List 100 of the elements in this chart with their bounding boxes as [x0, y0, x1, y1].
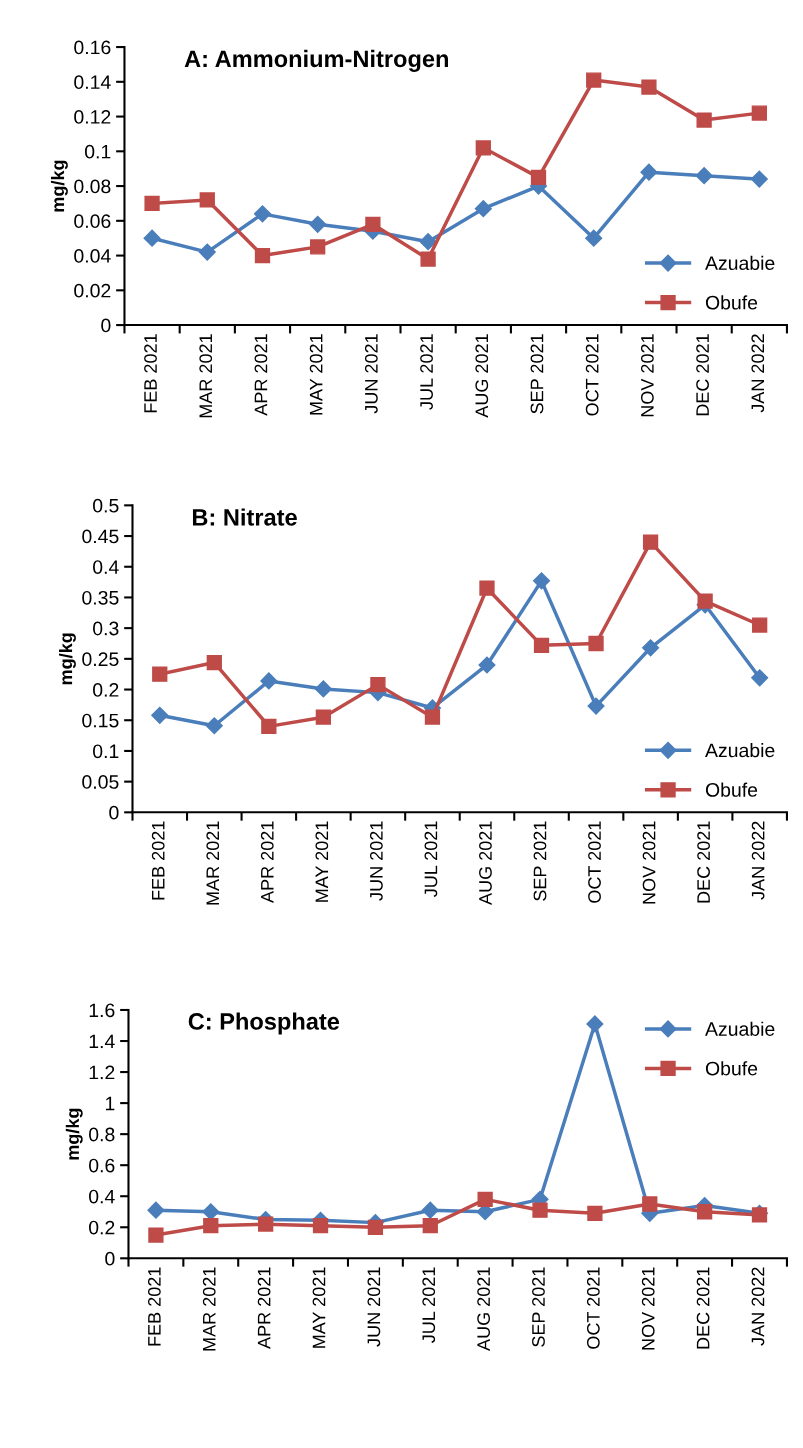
point	[697, 593, 713, 609]
x-tick-label: MAY 2021	[315, 821, 329, 902]
point	[479, 580, 495, 596]
point	[642, 534, 659, 550]
x-tick-label: APR 2021	[260, 821, 274, 903]
point	[198, 243, 216, 261]
point	[310, 239, 326, 255]
y-tick-label: 0.1	[85, 144, 111, 159]
point	[750, 170, 768, 188]
point	[147, 1201, 165, 1219]
x-tick-label: JAN 2022	[751, 821, 765, 900]
y-tick-label: 0.15	[82, 713, 119, 728]
x-tick-label: NOV 2021	[640, 334, 654, 417]
legend-label: Azuabie	[705, 255, 775, 271]
point	[695, 167, 713, 185]
point	[206, 654, 222, 671]
x-tick-label: FEB 2021	[151, 821, 165, 900]
x-tick-label: APR 2021	[254, 334, 268, 416]
x-tick-label: FEB 2021	[147, 1267, 161, 1346]
y-tick-label: 1.4	[89, 1034, 115, 1049]
y-tick-label: 0.05	[82, 775, 119, 789]
point	[585, 229, 603, 247]
y-tick-label: 0.06	[74, 214, 111, 229]
y-tick-label: 0.04	[74, 249, 111, 263]
point	[424, 709, 441, 725]
y-tick-label: 0.16	[74, 40, 111, 55]
y-tick-label: 0.6	[89, 1158, 115, 1173]
x-tick-label: DEC 2021	[696, 1267, 710, 1349]
y-tick-label: 0.35	[82, 590, 119, 605]
point	[312, 1218, 329, 1234]
x-tick-label: JUL 2021	[424, 821, 438, 897]
x-tick-label: JAN 2022	[751, 334, 765, 413]
point	[260, 672, 278, 690]
chart-title: A: Ammonium-Nitrogen	[184, 49, 448, 72]
y-tick-label: 0.5	[93, 498, 119, 513]
point	[314, 680, 332, 698]
y-tick-label: 0	[109, 805, 119, 820]
y-tick-label: 0.4	[89, 1189, 115, 1204]
y-tick-label: 1.2	[89, 1065, 115, 1080]
y-tick-label: 0	[101, 318, 111, 333]
y-tick-label: 0.12	[74, 110, 111, 124]
y-tick-label: 0.1	[93, 744, 119, 759]
y-tick-label: 0	[105, 1251, 115, 1266]
point	[475, 140, 491, 156]
y-tick-label: 0.2	[89, 1220, 115, 1235]
x-tick-label: APR 2021	[257, 1267, 271, 1349]
y-tick-label: 0.45	[82, 529, 119, 544]
x-tick-label: OCT 2021	[585, 334, 599, 416]
point	[696, 112, 712, 128]
legend-label: Azuabie	[705, 743, 775, 758]
point	[309, 215, 327, 233]
y-tick-label: 0.25	[82, 652, 119, 667]
x-tick-label: OCT 2021	[588, 821, 601, 903]
point	[422, 1218, 438, 1234]
point	[421, 1201, 439, 1219]
point	[588, 635, 604, 652]
x-tick-label: JAN 2022	[751, 1267, 765, 1346]
x-tick-label: AUG 2021	[477, 1267, 490, 1351]
x-tick-label: NOV 2021	[642, 821, 656, 904]
x-tick-label: JUN 2021	[364, 334, 378, 414]
point	[586, 72, 602, 88]
x-tick-label: JUN 2021	[369, 821, 383, 901]
y-tick-label: 0.2	[93, 683, 119, 697]
chart-title: B: Nitrate	[192, 508, 297, 526]
point	[144, 195, 160, 212]
point	[642, 639, 660, 657]
point	[420, 251, 436, 267]
point	[532, 572, 551, 590]
point	[148, 1227, 164, 1243]
legend-label: Obufe	[705, 295, 758, 310]
point	[586, 1015, 604, 1033]
point	[205, 717, 223, 735]
point	[587, 697, 605, 715]
point	[258, 1216, 274, 1232]
point	[474, 200, 492, 218]
point	[751, 105, 767, 121]
x-tick-label: SEP 2021	[530, 334, 544, 414]
legend-label: Obufe	[705, 782, 758, 797]
x-tick-label: MAY 2021	[312, 1267, 326, 1348]
point	[199, 192, 215, 208]
point	[370, 676, 386, 693]
y-tick-label: 0.14	[74, 75, 111, 90]
legend-label: Obufe	[705, 1061, 758, 1076]
x-tick-label: FEB 2021	[144, 334, 157, 413]
y-tick-label: 0.08	[74, 179, 111, 194]
x-tick-label: MAR 2021	[202, 1267, 216, 1351]
x-tick-label: MAR 2021	[206, 821, 220, 905]
point	[203, 1218, 219, 1234]
point	[419, 233, 437, 251]
point	[478, 656, 496, 674]
point	[143, 229, 161, 247]
point	[641, 79, 657, 95]
point	[477, 1191, 493, 1207]
y-axis-title: mg/kg	[58, 633, 76, 685]
point	[151, 706, 169, 724]
x-tick-label: JUL 2021	[420, 334, 433, 410]
y-tick-label: 0.4	[93, 560, 119, 574]
point	[253, 205, 272, 223]
y-tick-label: 0.3	[93, 621, 119, 636]
point	[751, 669, 769, 687]
